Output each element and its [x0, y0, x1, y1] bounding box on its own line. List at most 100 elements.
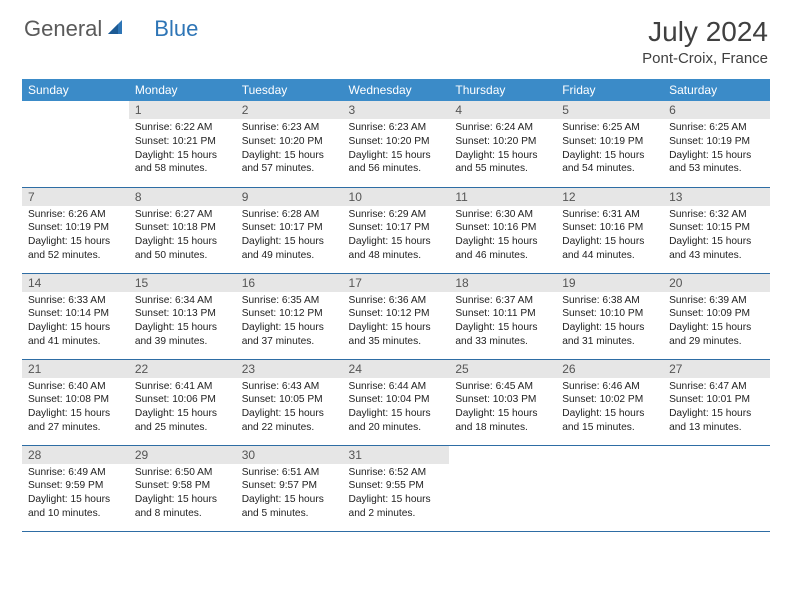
day-content: Sunrise: 6:24 AMSunset: 10:20 PMDaylight…: [449, 119, 556, 180]
logo: General Blue: [24, 16, 198, 42]
day-content: Sunrise: 6:29 AMSunset: 10:17 PMDaylight…: [343, 206, 450, 267]
day-number: 12: [556, 188, 663, 206]
calendar-row: 14Sunrise: 6:33 AMSunset: 10:14 PMDaylig…: [22, 273, 770, 359]
calendar-day-cell: 15Sunrise: 6:34 AMSunset: 10:13 PMDaylig…: [129, 273, 236, 359]
calendar-day-cell: 4Sunrise: 6:24 AMSunset: 10:20 PMDayligh…: [449, 101, 556, 187]
calendar-table: SundayMondayTuesdayWednesdayThursdayFrid…: [22, 79, 770, 532]
calendar-day-cell: 5Sunrise: 6:25 AMSunset: 10:19 PMDayligh…: [556, 101, 663, 187]
day-content: Sunrise: 6:47 AMSunset: 10:01 PMDaylight…: [663, 378, 770, 439]
day-number: 20: [663, 274, 770, 292]
calendar-day-cell: 13Sunrise: 6:32 AMSunset: 10:15 PMDaylig…: [663, 187, 770, 273]
day-number: 30: [236, 446, 343, 464]
weekday-header: Thursday: [449, 79, 556, 101]
calendar-day-cell: 26Sunrise: 6:46 AMSunset: 10:02 PMDaylig…: [556, 359, 663, 445]
day-number: 16: [236, 274, 343, 292]
day-content: Sunrise: 6:39 AMSunset: 10:09 PMDaylight…: [663, 292, 770, 353]
calendar-day-cell: 16Sunrise: 6:35 AMSunset: 10:12 PMDaylig…: [236, 273, 343, 359]
day-content: Sunrise: 6:34 AMSunset: 10:13 PMDaylight…: [129, 292, 236, 353]
calendar-day-cell: 22Sunrise: 6:41 AMSunset: 10:06 PMDaylig…: [129, 359, 236, 445]
day-number: 8: [129, 188, 236, 206]
calendar-empty-cell: [449, 445, 556, 531]
title-block: July 2024 Pont-Croix, France: [642, 16, 768, 67]
calendar-day-cell: 25Sunrise: 6:45 AMSunset: 10:03 PMDaylig…: [449, 359, 556, 445]
day-number: 9: [236, 188, 343, 206]
logo-text-general: General: [24, 16, 102, 42]
day-content: Sunrise: 6:37 AMSunset: 10:11 PMDaylight…: [449, 292, 556, 353]
calendar-row: 28Sunrise: 6:49 AMSunset: 9:59 PMDayligh…: [22, 445, 770, 531]
day-content: Sunrise: 6:43 AMSunset: 10:05 PMDaylight…: [236, 378, 343, 439]
day-content: Sunrise: 6:41 AMSunset: 10:06 PMDaylight…: [129, 378, 236, 439]
day-content: Sunrise: 6:38 AMSunset: 10:10 PMDaylight…: [556, 292, 663, 353]
calendar-day-cell: 3Sunrise: 6:23 AMSunset: 10:20 PMDayligh…: [343, 101, 450, 187]
weekday-header: Wednesday: [343, 79, 450, 101]
day-content: Sunrise: 6:33 AMSunset: 10:14 PMDaylight…: [22, 292, 129, 353]
weekday-header: Saturday: [663, 79, 770, 101]
day-content: Sunrise: 6:27 AMSunset: 10:18 PMDaylight…: [129, 206, 236, 267]
calendar-day-cell: 11Sunrise: 6:30 AMSunset: 10:16 PMDaylig…: [449, 187, 556, 273]
calendar-day-cell: 19Sunrise: 6:38 AMSunset: 10:10 PMDaylig…: [556, 273, 663, 359]
day-number: 13: [663, 188, 770, 206]
day-number: 1: [129, 101, 236, 119]
calendar-empty-cell: [556, 445, 663, 531]
day-number: 15: [129, 274, 236, 292]
day-content: Sunrise: 6:25 AMSunset: 10:19 PMDaylight…: [663, 119, 770, 180]
day-number: 19: [556, 274, 663, 292]
day-number: 11: [449, 188, 556, 206]
day-number: 22: [129, 360, 236, 378]
calendar-day-cell: 6Sunrise: 6:25 AMSunset: 10:19 PMDayligh…: [663, 101, 770, 187]
weekday-header: Monday: [129, 79, 236, 101]
calendar-day-cell: 8Sunrise: 6:27 AMSunset: 10:18 PMDayligh…: [129, 187, 236, 273]
day-number: 23: [236, 360, 343, 378]
calendar-day-cell: 10Sunrise: 6:29 AMSunset: 10:17 PMDaylig…: [343, 187, 450, 273]
calendar-day-cell: 31Sunrise: 6:52 AMSunset: 9:55 PMDayligh…: [343, 445, 450, 531]
weekday-header: Friday: [556, 79, 663, 101]
day-content: Sunrise: 6:31 AMSunset: 10:16 PMDaylight…: [556, 206, 663, 267]
day-number: 7: [22, 188, 129, 206]
weekday-header: Tuesday: [236, 79, 343, 101]
day-number: 10: [343, 188, 450, 206]
day-number: 4: [449, 101, 556, 119]
day-number: 18: [449, 274, 556, 292]
day-content: Sunrise: 6:23 AMSunset: 10:20 PMDaylight…: [343, 119, 450, 180]
day-content: Sunrise: 6:51 AMSunset: 9:57 PMDaylight:…: [236, 464, 343, 525]
day-number: 5: [556, 101, 663, 119]
day-number: 25: [449, 360, 556, 378]
calendar-body: 1Sunrise: 6:22 AMSunset: 10:21 PMDayligh…: [22, 101, 770, 531]
calendar-day-cell: 1Sunrise: 6:22 AMSunset: 10:21 PMDayligh…: [129, 101, 236, 187]
day-content: Sunrise: 6:30 AMSunset: 10:16 PMDaylight…: [449, 206, 556, 267]
day-number: 29: [129, 446, 236, 464]
calendar-day-cell: 27Sunrise: 6:47 AMSunset: 10:01 PMDaylig…: [663, 359, 770, 445]
day-number: 28: [22, 446, 129, 464]
day-number: 17: [343, 274, 450, 292]
calendar-day-cell: 17Sunrise: 6:36 AMSunset: 10:12 PMDaylig…: [343, 273, 450, 359]
day-number: 2: [236, 101, 343, 119]
day-content: Sunrise: 6:32 AMSunset: 10:15 PMDaylight…: [663, 206, 770, 267]
day-content: Sunrise: 6:28 AMSunset: 10:17 PMDaylight…: [236, 206, 343, 267]
day-number: 31: [343, 446, 450, 464]
calendar-empty-cell: [22, 101, 129, 187]
day-content: Sunrise: 6:40 AMSunset: 10:08 PMDaylight…: [22, 378, 129, 439]
month-title: July 2024: [642, 16, 768, 48]
weekday-header-row: SundayMondayTuesdayWednesdayThursdayFrid…: [22, 79, 770, 101]
location-text: Pont-Croix, France: [642, 50, 768, 67]
logo-sail-icon: [106, 18, 126, 41]
day-number: 14: [22, 274, 129, 292]
day-number: 27: [663, 360, 770, 378]
logo-text-blue: Blue: [154, 16, 198, 42]
calendar-day-cell: 7Sunrise: 6:26 AMSunset: 10:19 PMDayligh…: [22, 187, 129, 273]
day-content: Sunrise: 6:52 AMSunset: 9:55 PMDaylight:…: [343, 464, 450, 525]
calendar-day-cell: 2Sunrise: 6:23 AMSunset: 10:20 PMDayligh…: [236, 101, 343, 187]
day-content: Sunrise: 6:36 AMSunset: 10:12 PMDaylight…: [343, 292, 450, 353]
day-content: Sunrise: 6:25 AMSunset: 10:19 PMDaylight…: [556, 119, 663, 180]
day-content: Sunrise: 6:44 AMSunset: 10:04 PMDaylight…: [343, 378, 450, 439]
day-content: Sunrise: 6:45 AMSunset: 10:03 PMDaylight…: [449, 378, 556, 439]
day-content: Sunrise: 6:50 AMSunset: 9:58 PMDaylight:…: [129, 464, 236, 525]
day-number: 26: [556, 360, 663, 378]
calendar-day-cell: 28Sunrise: 6:49 AMSunset: 9:59 PMDayligh…: [22, 445, 129, 531]
weekday-header: Sunday: [22, 79, 129, 101]
day-content: Sunrise: 6:22 AMSunset: 10:21 PMDaylight…: [129, 119, 236, 180]
calendar-day-cell: 29Sunrise: 6:50 AMSunset: 9:58 PMDayligh…: [129, 445, 236, 531]
day-content: Sunrise: 6:23 AMSunset: 10:20 PMDaylight…: [236, 119, 343, 180]
calendar-empty-cell: [663, 445, 770, 531]
header: General Blue July 2024 Pont-Croix, Franc…: [0, 0, 792, 75]
